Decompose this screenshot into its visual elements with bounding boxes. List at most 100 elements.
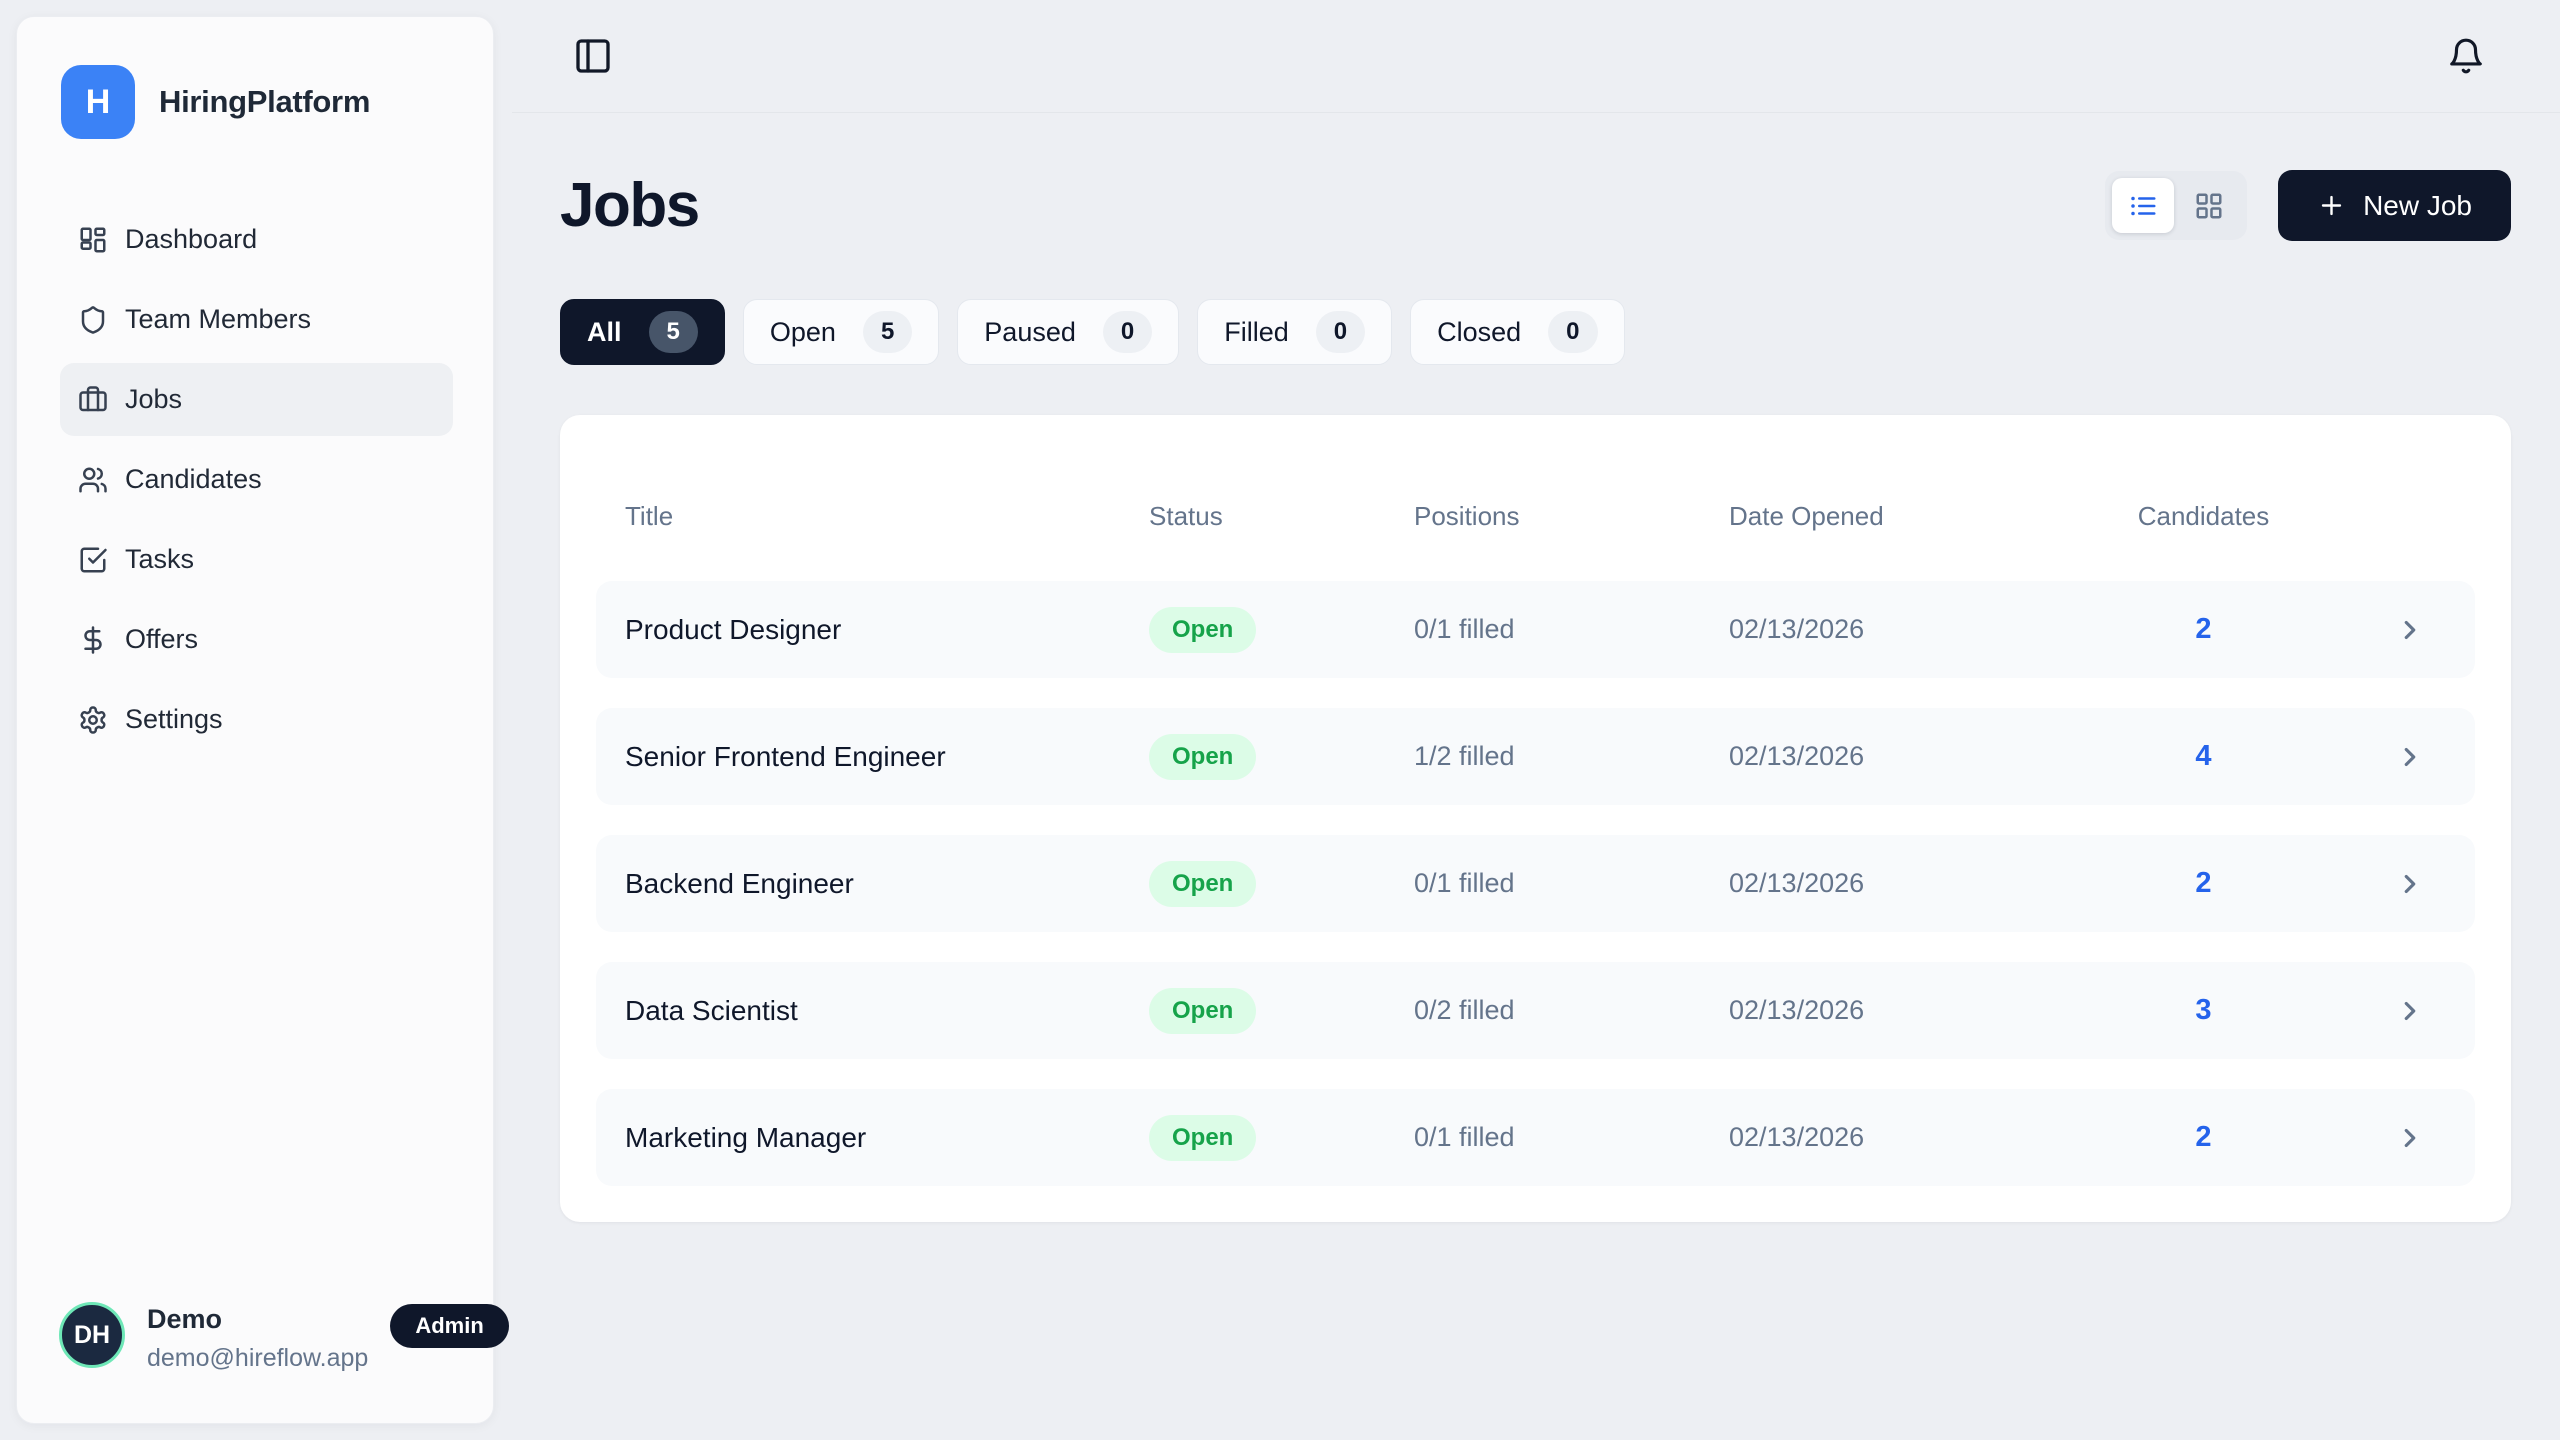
table-row[interactable]: Product Designer Open 0/1 filled 02/13/2… [596, 581, 2475, 678]
filter-count-badge: 5 [648, 311, 698, 353]
grid-view-button[interactable] [2178, 178, 2240, 233]
status-badge: Open [1149, 733, 1257, 780]
column-header-title: Title [625, 500, 674, 531]
date-opened-cell: 02/13/2026 [1729, 614, 1865, 644]
chevron-right-icon[interactable] [2395, 1123, 2425, 1153]
avatar: DH [59, 1302, 125, 1368]
sidebar-item-label: Settings [125, 704, 223, 734]
jobs-table: Title Status Positions Date Opened Candi… [560, 415, 2511, 1222]
user-profile: DH Demo demo@hireflow.app Admin [17, 1302, 509, 1423]
new-job-button[interactable]: New Job [2278, 170, 2511, 241]
topbar [512, 0, 2560, 113]
sidebar-item-offers[interactable]: Offers [60, 603, 453, 676]
filter-tab-filled[interactable]: Filled 0 [1197, 299, 1393, 365]
user-name: Demo [147, 1304, 223, 1334]
users-icon [79, 467, 107, 492]
chevron-right-icon[interactable] [2395, 615, 2425, 645]
sidebar-item-dashboard[interactable]: Dashboard [60, 203, 453, 276]
column-header-date-opened: Date Opened [1729, 500, 1884, 531]
filter-label: Open [769, 316, 836, 347]
sidebar-item-label: Dashboard [125, 224, 258, 254]
sidebar-item-label: Team Members [125, 304, 312, 334]
job-title: Data Scientist [625, 994, 798, 1026]
dashboard-icon [80, 227, 106, 252]
filter-count-badge: 5 [862, 311, 913, 353]
sidebar-item-label: Tasks [125, 544, 195, 574]
filter-tab-open[interactable]: Open 5 [742, 299, 940, 365]
sidebar-item-tasks[interactable]: Tasks [60, 523, 453, 596]
page-title: Jobs [560, 171, 700, 240]
filter-tab-all[interactable]: All 5 [560, 299, 725, 365]
positions-cell: 0/2 filled [1414, 995, 1515, 1025]
chevron-right-icon[interactable] [2395, 742, 2425, 772]
table-row[interactable]: Marketing Manager Open 0/1 filled 02/13/… [596, 1089, 2475, 1186]
new-job-label: New Job [2363, 189, 2472, 221]
briefcase-icon [79, 385, 107, 411]
status-badge: Open [1149, 606, 1257, 653]
table-row[interactable]: Data Scientist Open 0/2 filled 02/13/202… [596, 962, 2475, 1059]
job-title: Marketing Manager [625, 1121, 867, 1153]
panel-left-icon [576, 39, 610, 73]
filter-count-badge: 0 [1102, 311, 1153, 353]
check-square-icon [80, 547, 107, 572]
view-toggle [2105, 171, 2248, 240]
status-badge: Open [1149, 1114, 1257, 1161]
positions-cell: 1/2 filled [1414, 741, 1515, 771]
status-badge: Open [1149, 860, 1257, 907]
positions-cell: 0/1 filled [1414, 868, 1515, 898]
date-opened-cell: 02/13/2026 [1729, 1122, 1865, 1152]
date-opened-cell: 02/13/2026 [1729, 995, 1865, 1025]
table-header-row: Title Status Positions Date Opened Candi… [596, 451, 2475, 581]
job-title: Product Designer [625, 613, 842, 645]
page-content: Jobs New Job [512, 113, 2560, 1222]
shield-icon [81, 305, 105, 334]
list-view-button[interactable] [2112, 178, 2175, 233]
date-opened-cell: 02/13/2026 [1729, 868, 1865, 898]
sidebar-item-label: Candidates [125, 464, 262, 494]
sidebar-item-settings[interactable]: Settings [60, 683, 453, 756]
job-title: Senior Frontend Engineer [625, 740, 946, 772]
table-row[interactable]: Senior Frontend Engineer Open 1/2 filled… [596, 708, 2475, 805]
column-header-status: Status [1149, 500, 1223, 531]
role-badge: Admin [390, 1304, 509, 1348]
filter-tab-closed[interactable]: Closed 0 [1410, 299, 1625, 365]
main-area: Jobs New Job [512, 0, 2560, 1440]
filter-label: All [587, 316, 622, 347]
sidebar-toggle-button[interactable] [573, 36, 613, 76]
filter-label: Paused [984, 316, 1076, 347]
user-info: Demo demo@hireflow.app [147, 1302, 368, 1373]
candidates-count[interactable]: 4 [2195, 740, 2212, 772]
candidates-count[interactable]: 3 [2195, 994, 2212, 1026]
filter-count-badge: 0 [1315, 311, 1366, 353]
chevron-right-icon[interactable] [2395, 996, 2425, 1026]
sidebar-item-jobs[interactable]: Jobs [60, 363, 453, 436]
dollar-icon [84, 625, 102, 654]
sidebar-item-candidates[interactable]: Candidates [60, 443, 453, 516]
notifications-button[interactable] [2447, 37, 2485, 75]
status-badge: Open [1149, 987, 1257, 1034]
sidebar-item-team-members[interactable]: Team Members [60, 283, 453, 356]
positions-cell: 0/1 filled [1414, 1122, 1515, 1152]
candidates-count[interactable]: 2 [2195, 867, 2212, 899]
sidebar: H HiringPlatform Dashboard Team Members … [16, 16, 509, 1424]
brand-logo-icon: H [61, 65, 135, 139]
plus-icon [2321, 195, 2342, 216]
filter-tab-paused[interactable]: Paused 0 [957, 299, 1180, 365]
gear-icon [80, 705, 106, 734]
filter-label: Filled [1224, 316, 1289, 347]
candidates-count[interactable]: 2 [2195, 1121, 2212, 1153]
candidates-count[interactable]: 2 [2195, 613, 2212, 645]
grid-icon [2196, 193, 2222, 218]
column-header-candidates: Candidates [2137, 500, 2270, 531]
column-header-positions: Positions [1414, 500, 1520, 531]
status-filter-tabs: All 5 Open 5 Paused 0 Filled 0 Closed 0 [560, 299, 2511, 365]
filter-label: Closed [1437, 316, 1522, 347]
user-email: demo@hireflow.app [147, 1344, 369, 1372]
job-title: Backend Engineer [625, 867, 854, 899]
sidebar-nav: Dashboard Team Members Jobs Candidates T… [17, 203, 493, 756]
positions-cell: 0/1 filled [1414, 614, 1515, 644]
sidebar-item-label: Jobs [125, 384, 183, 414]
table-row[interactable]: Backend Engineer Open 0/1 filled 02/13/2… [596, 835, 2475, 932]
chevron-right-icon[interactable] [2395, 869, 2425, 899]
list-icon [2131, 196, 2156, 215]
